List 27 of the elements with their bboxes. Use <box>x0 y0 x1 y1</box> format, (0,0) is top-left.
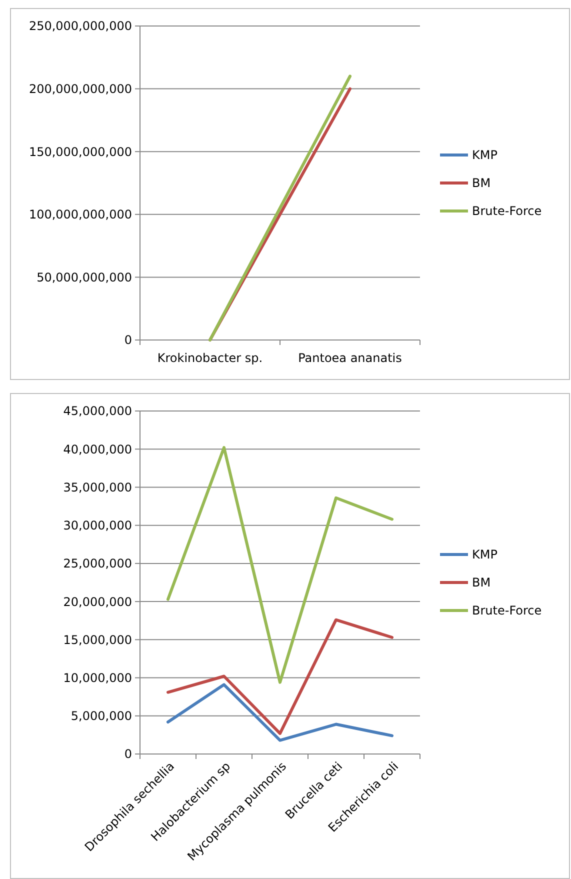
y-tick-label: 25,000,000 <box>63 556 132 571</box>
y-tick-label: 10,000,000 <box>63 670 132 685</box>
legend-label: BM <box>472 576 491 590</box>
y-tick-label: 45,000,000 <box>63 404 132 418</box>
y-tick-label: 150,000,000,000 <box>28 144 132 159</box>
y-tick-label: 5,000,000 <box>70 709 132 724</box>
y-tick-label: 20,000,000 <box>63 594 132 609</box>
y-tick-label: 35,000,000 <box>63 480 132 494</box>
y-tick-label: 30,000,000 <box>63 518 132 533</box>
line-series <box>166 446 394 684</box>
y-tick-label: 50,000,000,000 <box>36 270 132 284</box>
line-series <box>166 618 394 735</box>
legend-label: KMP <box>472 148 498 162</box>
y-tick-label: 250,000,000,000 <box>28 19 132 34</box>
y-tick-label: 100,000,000,000 <box>28 208 132 222</box>
x-tick-label: Pantoea ananatis <box>298 351 402 365</box>
line-series <box>166 683 394 742</box>
legend-label: Brute-Force <box>472 204 542 218</box>
x-tick-label: Krokinobacter sp. <box>157 351 263 365</box>
y-tick-label: 40,000,000 <box>63 442 132 456</box>
legend-label: Brute-Force <box>472 604 542 618</box>
y-tick-label: 0 <box>124 333 132 348</box>
legend-label: BM <box>472 176 491 190</box>
y-tick-label: 0 <box>124 747 132 762</box>
legend-label: KMP <box>472 548 498 562</box>
y-tick-label: 15,000,000 <box>63 632 132 647</box>
y-tick-label: 200,000,000,000 <box>28 82 132 96</box>
